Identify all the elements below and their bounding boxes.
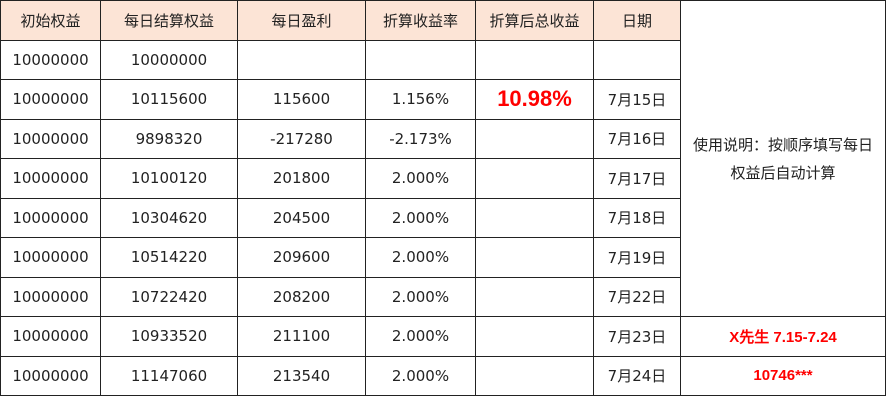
column-header[interactable]: 初始权益 (0, 0, 101, 41)
table-row: 10000000 11147060 213540 2.000% 7月24日 10746**… (0, 355, 886, 396)
table-cell[interactable] (475, 197, 594, 238)
table-cell[interactable]: 10115600 (100, 79, 238, 120)
table-cell[interactable]: 10000000 (100, 39, 238, 80)
table-cell[interactable]: 201800 (237, 158, 366, 199)
table-cell[interactable] (475, 39, 594, 80)
table-cell[interactable]: 115600 (237, 79, 366, 120)
table-cell[interactable]: 7月22日 (593, 276, 681, 317)
table-cell[interactable]: 7月16日 (593, 118, 681, 159)
table-cell[interactable]: 10000000 (0, 237, 101, 278)
table-row: 10000000 10000000 (0, 39, 886, 80)
column-header[interactable]: 折算后总收益 (475, 0, 594, 41)
table-cell[interactable]: 10000000 (0, 118, 101, 159)
table-cell[interactable]: 10722420 (100, 276, 238, 317)
table-cell[interactable]: 2.000% (365, 158, 476, 199)
table-cell[interactable]: 2.000% (365, 197, 476, 238)
table-cell[interactable]: 10514220 (100, 237, 238, 278)
column-header[interactable]: 日期 (593, 0, 681, 41)
table-row: 10000000 10933520 211100 2.000% 7月23日 X先生 7.1… (0, 316, 886, 357)
table-cell[interactable]: 9898320 (100, 118, 238, 159)
table-cell[interactable]: 1.156% (365, 79, 476, 120)
table-cell[interactable]: 10933520 (100, 316, 238, 357)
account-cell[interactable]: 10746*** (680, 355, 886, 396)
table-cell[interactable] (475, 237, 594, 278)
table-cell[interactable] (365, 39, 476, 80)
header-row: 初始权益 每日结算权益 每日盈利 折算收益率 折算后总收益 日期 使用说明：按顺序填写每日权… (0, 0, 886, 317)
owner-cell[interactable]: X先生 7.15-7.24 (680, 316, 886, 357)
column-header[interactable]: 折算收益率 (365, 0, 476, 41)
table-cell[interactable]: 10000000 (0, 158, 101, 199)
table-cell[interactable]: 2.000% (365, 355, 476, 396)
table-cell[interactable]: 2.000% (365, 276, 476, 317)
table-cell[interactable]: 2.000% (365, 316, 476, 357)
table-row: 10000000 10100120 201800 2.000% 7月17日 (0, 158, 886, 199)
table-cell[interactable]: -217280 (237, 118, 366, 159)
table-cell[interactable] (475, 316, 594, 357)
table-cell[interactable]: 208200 (237, 276, 366, 317)
table-cell[interactable]: 10.98% (475, 79, 594, 120)
table-cell[interactable] (475, 158, 594, 199)
table-cell[interactable]: 10000000 (0, 276, 101, 317)
table-cell[interactable]: 204500 (237, 197, 366, 238)
table-cell[interactable]: 10100120 (100, 158, 238, 199)
table-cell[interactable]: 10000000 (0, 39, 101, 80)
table-cell[interactable]: 7月18日 (593, 197, 681, 238)
table-row: 10000000 10514220 209600 2.000% 7月19日 (0, 237, 886, 278)
column-header[interactable]: 每日盈利 (237, 0, 366, 41)
table-cell[interactable]: -2.173% (365, 118, 476, 159)
table-row: 10000000 9898320 -217280 -2.173% 7月16日 (0, 118, 886, 159)
table-cell[interactable]: 10000000 (0, 197, 101, 238)
table-cell[interactable]: 7月24日 (593, 355, 681, 396)
table-cell[interactable] (475, 118, 594, 159)
table-cell[interactable] (237, 39, 366, 80)
usage-note[interactable]: 使用说明：按顺序填写每日权益后自动计算 (680, 0, 886, 317)
table-cell[interactable]: 7月19日 (593, 237, 681, 278)
table-cell[interactable] (475, 276, 594, 317)
table-cell[interactable]: 7月23日 (593, 316, 681, 357)
table-cell[interactable]: 11147060 (100, 355, 238, 396)
table-row: 10000000 10115600 115600 1.156% 10.98% 7月15日 (0, 79, 886, 120)
table-cell[interactable]: 10000000 (0, 79, 101, 120)
table-cell[interactable]: 2.000% (365, 237, 476, 278)
table-cell[interactable]: 10304620 (100, 197, 238, 238)
table-cell[interactable]: 7月17日 (593, 158, 681, 199)
table-cell[interactable]: 10000000 (0, 316, 101, 357)
table-cell[interactable] (593, 39, 681, 80)
table-cell[interactable]: 209600 (237, 237, 366, 278)
table-cell[interactable] (475, 355, 594, 396)
table-cell[interactable]: 211100 (237, 316, 366, 357)
column-header[interactable]: 每日结算权益 (100, 0, 238, 41)
table-cell[interactable]: 10000000 (0, 355, 101, 396)
table-cell[interactable]: 213540 (237, 355, 366, 396)
table-cell[interactable]: 7月15日 (593, 79, 681, 120)
